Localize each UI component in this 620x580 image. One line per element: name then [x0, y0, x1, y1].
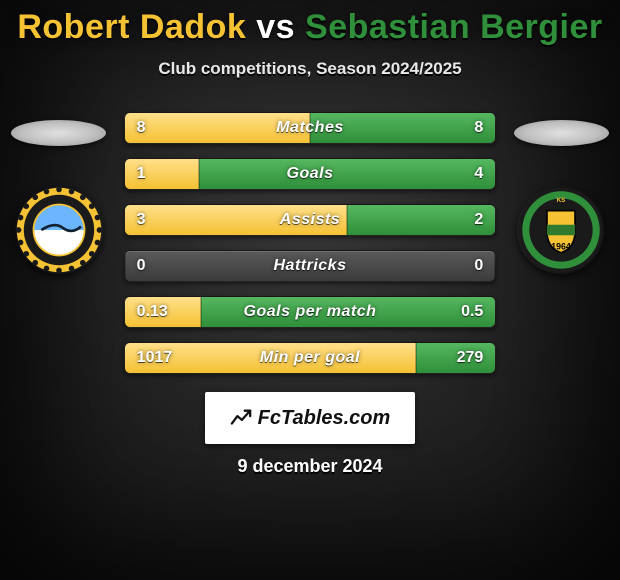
title-versus: vs — [256, 8, 295, 46]
right-platform — [514, 120, 609, 146]
title-player2: Sebastian Bergier — [305, 8, 603, 46]
right-side: 1964 KS — [502, 112, 620, 274]
stat-label: Hattricks — [125, 251, 496, 281]
date-text: 9 december 2024 — [0, 456, 620, 477]
subtitle: Club competitions, Season 2024/2025 — [0, 59, 620, 79]
left-platform — [11, 120, 106, 146]
stat-label: Goals — [125, 159, 496, 189]
stat-row: 00Hattricks — [124, 250, 497, 282]
content-root: Robert Dadok vs Sebastian Bergier Club c… — [0, 0, 620, 580]
svg-text:1964: 1964 — [551, 241, 571, 251]
watermark-content: FcTables.com — [230, 407, 391, 430]
left-side — [0, 112, 118, 274]
stat-row: 0.130.5Goals per match — [124, 296, 497, 328]
page-title: Robert Dadok vs Sebastian Bergier — [0, 8, 620, 47]
stat-label: Assists — [125, 205, 496, 235]
stat-label: Matches — [125, 113, 496, 143]
comparison-stage: 88Matches 14Goals 32Assists 00Hattricks 0.13… — [0, 112, 620, 388]
left-club-crest — [15, 186, 103, 274]
watermark-text: FcTables.com — [258, 407, 391, 430]
stat-row: 1017279Min per goal — [124, 342, 497, 374]
svg-text:KS: KS — [557, 197, 566, 204]
stat-row: 32Assists — [124, 204, 497, 236]
stat-label: Goals per match — [125, 297, 496, 327]
watermark-badge: FcTables.com — [205, 392, 415, 444]
chart-icon — [230, 407, 252, 429]
right-club-crest: 1964 KS — [517, 186, 605, 274]
title-player1: Robert Dadok — [17, 8, 246, 46]
stat-row: 14Goals — [124, 158, 497, 190]
stat-label: Min per goal — [125, 343, 496, 373]
stat-row: 88Matches — [124, 112, 497, 144]
stat-bars: 88Matches 14Goals 32Assists 00Hattricks 0.13… — [124, 112, 497, 388]
